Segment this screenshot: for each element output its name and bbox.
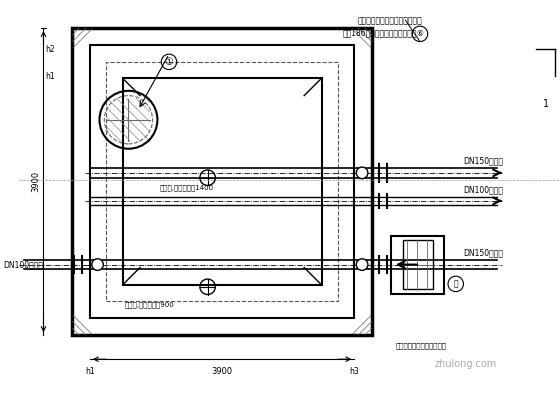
Text: DN100进水管: DN100进水管 <box>3 260 44 269</box>
Text: h1: h1 <box>85 367 95 376</box>
Text: 见第186页，安装要求详见总说明: 见第186页，安装要求详见总说明 <box>343 28 417 37</box>
Text: 通风管,高出覆土面900: 通风管,高出覆土面900 <box>125 301 175 308</box>
Circle shape <box>92 259 104 270</box>
Text: h3: h3 <box>349 367 359 376</box>
Text: 3900: 3900 <box>212 367 232 376</box>
Text: 1: 1 <box>543 99 549 109</box>
Text: 3900: 3900 <box>31 171 40 192</box>
Text: DN150出水管: DN150出水管 <box>464 157 503 166</box>
Text: h1: h1 <box>45 72 55 81</box>
Text: 通风管,高出覆土面1400: 通风管,高出覆土面1400 <box>160 184 213 191</box>
Bar <box>391 236 444 294</box>
Bar <box>403 240 432 289</box>
Text: h2: h2 <box>45 45 55 54</box>
Circle shape <box>356 167 368 178</box>
Text: 顶板预留水位传示装置孔，做法: 顶板预留水位传示装置孔，做法 <box>357 17 422 26</box>
Text: 尺寸根据工程具体情况决定: 尺寸根据工程具体情况决定 <box>396 343 447 349</box>
Text: DN150溢水管: DN150溢水管 <box>464 249 503 258</box>
Text: zhulong.com: zhulong.com <box>435 359 497 369</box>
Text: ①: ① <box>165 57 174 67</box>
Circle shape <box>356 259 368 270</box>
Bar <box>90 45 354 318</box>
Bar <box>106 62 338 301</box>
Text: ⑥: ⑥ <box>417 29 423 38</box>
Text: DN100滤水管: DN100滤水管 <box>464 186 503 195</box>
Text: ⑮: ⑮ <box>454 279 458 288</box>
Bar <box>123 78 321 285</box>
Bar <box>72 28 372 335</box>
